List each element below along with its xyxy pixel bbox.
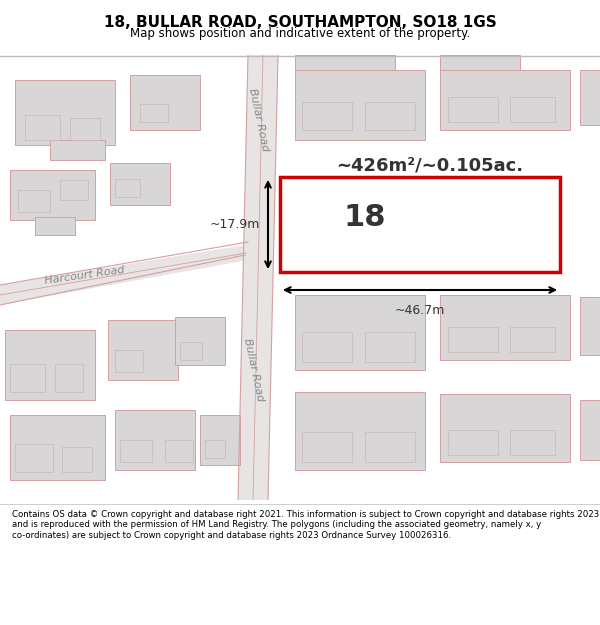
Bar — [115, 410, 195, 470]
Bar — [15, 80, 115, 145]
Bar — [510, 327, 555, 352]
Text: 18, BULLAR ROAD, SOUTHAMPTON, SO18 1GS: 18, BULLAR ROAD, SOUTHAMPTON, SO18 1GS — [104, 16, 496, 31]
Bar — [35, 217, 75, 235]
Text: ~46.7m: ~46.7m — [395, 304, 445, 317]
Bar — [10, 364, 45, 392]
Bar — [180, 342, 202, 360]
Bar — [50, 140, 105, 160]
Bar — [448, 430, 498, 455]
Bar — [15, 444, 53, 472]
Bar — [115, 350, 143, 372]
Bar — [55, 364, 83, 392]
Bar — [365, 432, 415, 462]
Bar — [280, 177, 560, 272]
Bar — [510, 430, 555, 455]
Bar — [130, 75, 200, 130]
Bar — [60, 180, 88, 200]
Bar — [18, 190, 50, 212]
Bar — [440, 295, 570, 360]
Bar — [10, 170, 95, 220]
Bar — [365, 102, 415, 130]
Bar — [302, 432, 352, 462]
Bar — [140, 104, 168, 122]
Bar — [440, 70, 570, 130]
Bar — [175, 317, 225, 365]
Bar — [200, 415, 240, 465]
Bar — [295, 55, 395, 70]
Bar — [205, 440, 225, 458]
Text: ~426m²/~0.105ac.: ~426m²/~0.105ac. — [337, 156, 524, 174]
Bar — [510, 97, 555, 122]
Bar — [5, 330, 95, 400]
Bar — [70, 118, 100, 140]
Bar — [165, 440, 193, 462]
Bar — [448, 97, 498, 122]
Bar — [302, 332, 352, 362]
Bar — [580, 400, 600, 460]
Bar — [365, 332, 415, 362]
Text: ~17.9m: ~17.9m — [209, 218, 260, 231]
Text: Contains OS data © Crown copyright and database right 2021. This information is : Contains OS data © Crown copyright and d… — [12, 510, 599, 540]
Text: Map shows position and indicative extent of the property.: Map shows position and indicative extent… — [130, 27, 470, 39]
Bar — [440, 394, 570, 462]
Bar — [580, 70, 600, 125]
Text: Harcourt Road: Harcourt Road — [44, 264, 125, 286]
Bar — [25, 115, 60, 140]
Bar — [295, 392, 425, 470]
Text: Bullar Road: Bullar Road — [247, 88, 271, 152]
Bar — [62, 447, 92, 472]
Text: 18: 18 — [344, 202, 386, 231]
Bar — [440, 55, 520, 70]
Bar — [448, 327, 498, 352]
Bar — [10, 415, 105, 480]
Bar — [110, 163, 170, 205]
Bar — [115, 179, 140, 197]
Bar — [295, 295, 425, 370]
Bar — [108, 320, 178, 380]
Bar — [120, 440, 152, 462]
Text: Bullar Road: Bullar Road — [242, 338, 266, 402]
Bar — [302, 102, 352, 130]
Polygon shape — [238, 55, 278, 500]
Bar — [580, 297, 600, 355]
Bar — [295, 70, 425, 140]
Polygon shape — [0, 245, 248, 305]
